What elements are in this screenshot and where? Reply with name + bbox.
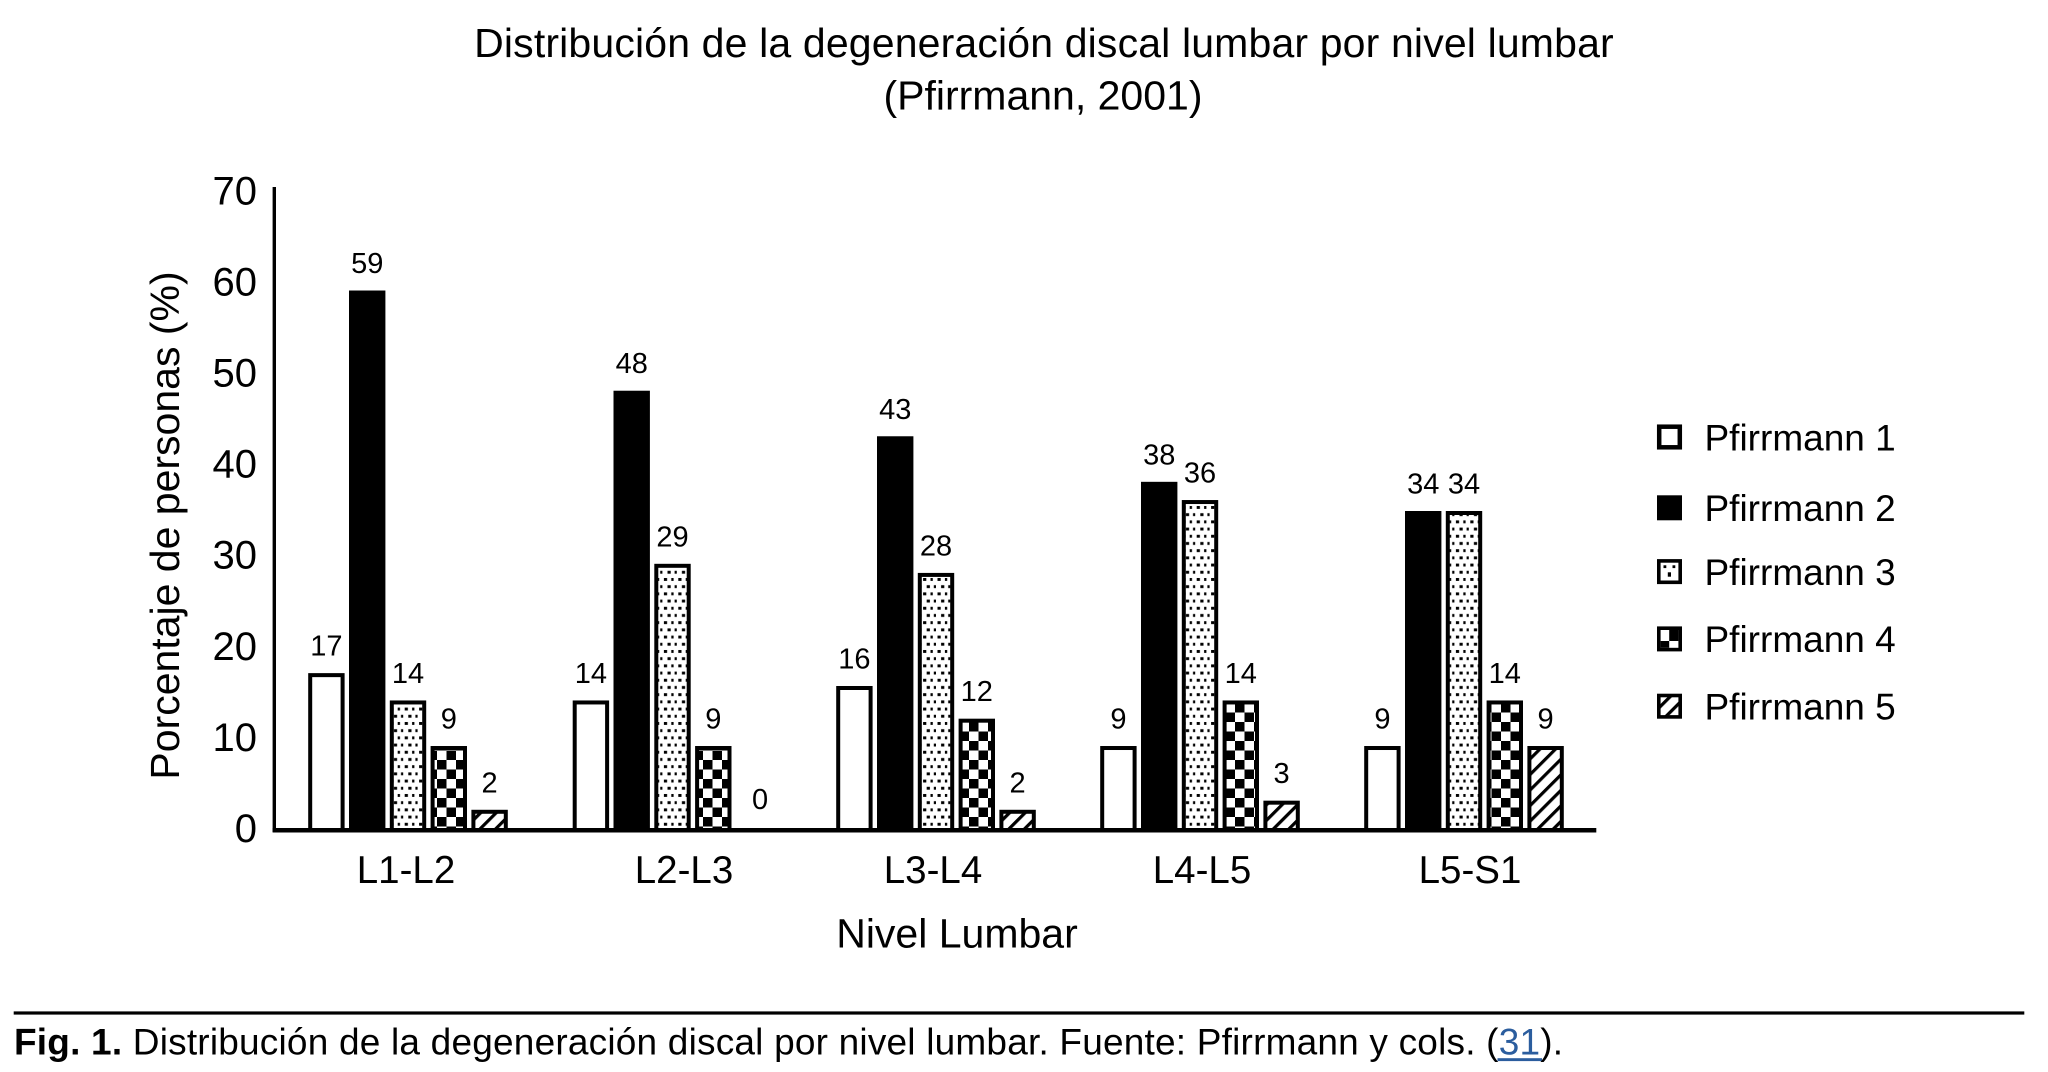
- svg-text:70: 70: [213, 169, 258, 213]
- svg-text:9: 9: [705, 704, 721, 736]
- svg-text:L5-S1: L5-S1: [1419, 849, 1522, 892]
- svg-text:28: 28: [920, 530, 952, 562]
- svg-text:38: 38: [1143, 439, 1175, 471]
- svg-text:14: 14: [1225, 658, 1257, 690]
- svg-text:L3-L4: L3-L4: [884, 849, 982, 892]
- svg-text:L4-L5: L4-L5: [1153, 849, 1251, 892]
- svg-text:0: 0: [752, 784, 768, 816]
- svg-text:36: 36: [1184, 458, 1216, 490]
- svg-text:0: 0: [235, 807, 257, 851]
- svg-text:30: 30: [213, 534, 258, 578]
- svg-text:Nivel Lumbar: Nivel Lumbar: [836, 911, 1078, 957]
- svg-text:Pfirrmann 5: Pfirrmann 5: [1705, 687, 1896, 728]
- svg-text:34: 34: [1407, 469, 1439, 501]
- svg-text:Fig. 1. Distribución de la deg: Fig. 1. Distribución de la degeneración …: [14, 1022, 1563, 1063]
- svg-text:43: 43: [879, 394, 911, 426]
- svg-text:L2-L3: L2-L3: [635, 849, 733, 892]
- svg-text:12: 12: [961, 676, 993, 708]
- svg-text:34: 34: [1448, 469, 1480, 501]
- svg-text:14: 14: [1489, 658, 1521, 690]
- svg-text:29: 29: [656, 521, 688, 553]
- svg-text:9: 9: [441, 704, 457, 736]
- svg-text:40: 40: [213, 443, 258, 487]
- svg-text:Pfirrmann 1: Pfirrmann 1: [1705, 417, 1896, 458]
- svg-text:Pfirrmann 3: Pfirrmann 3: [1705, 552, 1896, 593]
- svg-text:10: 10: [213, 716, 258, 760]
- svg-text:2: 2: [1010, 767, 1026, 799]
- svg-text:16: 16: [838, 644, 870, 676]
- svg-text:2: 2: [482, 767, 498, 799]
- svg-text:9: 9: [1374, 704, 1390, 736]
- svg-text:17: 17: [310, 631, 342, 663]
- svg-text:48: 48: [616, 348, 648, 380]
- svg-text:L1-L2: L1-L2: [357, 849, 455, 892]
- svg-text:59: 59: [351, 248, 383, 280]
- svg-text:50: 50: [213, 352, 258, 396]
- svg-text:Pfirrmann 2: Pfirrmann 2: [1705, 488, 1896, 529]
- svg-text:14: 14: [575, 658, 607, 690]
- svg-text:Pfirrmann 4: Pfirrmann 4: [1705, 619, 1896, 660]
- svg-text:60: 60: [213, 260, 258, 304]
- svg-text:9: 9: [1110, 704, 1126, 736]
- svg-text:20: 20: [213, 625, 258, 669]
- svg-text:Porcentaje de personas (%): Porcentaje de personas (%): [142, 271, 188, 779]
- svg-text:(Pfirrmann, 2001): (Pfirrmann, 2001): [883, 73, 1202, 119]
- svg-text:3: 3: [1274, 758, 1290, 790]
- svg-text:9: 9: [1538, 704, 1554, 736]
- svg-text:14: 14: [392, 658, 424, 690]
- svg-text:Distribución de la degeneració: Distribución de la degeneración discal l…: [474, 20, 1614, 66]
